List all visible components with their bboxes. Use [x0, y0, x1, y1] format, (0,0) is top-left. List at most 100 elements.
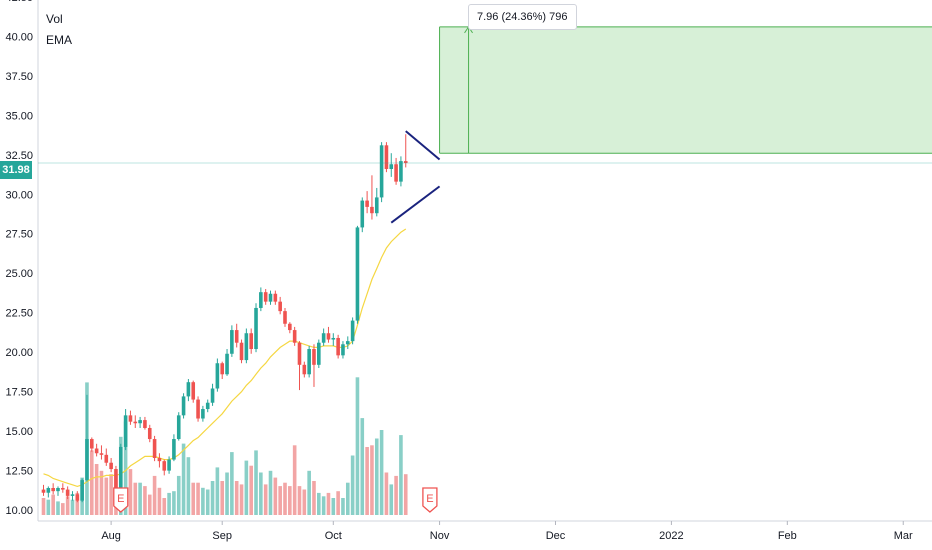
candle-body[interactable] [172, 439, 176, 460]
candle-body[interactable] [288, 323, 292, 331]
candle-body[interactable] [220, 363, 225, 375]
candle-body[interactable] [278, 301, 282, 312]
candle-body[interactable] [133, 421, 138, 424]
candle-body[interactable] [128, 415, 133, 422]
legend-ema[interactable]: EMA [46, 33, 73, 47]
candle-body[interactable] [317, 342, 321, 365]
candle-body[interactable] [331, 337, 336, 340]
candle-body[interactable] [70, 494, 75, 496]
candle-body[interactable] [336, 337, 340, 356]
volume-bar [355, 377, 360, 515]
earnings-marker[interactable] [113, 487, 129, 513]
candle-body[interactable] [254, 307, 258, 350]
candle-body[interactable] [61, 487, 65, 490]
legend-vol[interactable]: Vol [46, 12, 63, 26]
candle-body[interactable] [80, 480, 84, 501]
candle-body[interactable] [345, 341, 350, 345]
candle-body[interactable] [355, 227, 360, 321]
candle-body[interactable] [384, 145, 389, 169]
candle-body[interactable] [51, 487, 55, 492]
volume-bars [41, 377, 408, 515]
candle-body[interactable] [341, 344, 345, 356]
candle-body[interactable] [99, 453, 104, 455]
candle-body[interactable] [389, 164, 394, 169]
candle-body[interactable] [167, 459, 171, 471]
candle-body[interactable] [94, 448, 99, 454]
candles[interactable] [41, 134, 408, 503]
candle-body[interactable] [263, 292, 268, 302]
candle-body[interactable] [360, 200, 365, 228]
candle-body[interactable] [147, 427, 152, 440]
candle-body[interactable] [312, 349, 316, 365]
candle-body[interactable] [374, 197, 379, 214]
volume-bar [128, 469, 133, 515]
volume-bar [341, 498, 345, 515]
x-tick-label: Feb [778, 530, 797, 542]
candle-body[interactable] [239, 342, 244, 361]
candle-body[interactable] [201, 409, 205, 419]
candle-body[interactable] [234, 330, 239, 343]
candle-body[interactable] [176, 415, 181, 440]
candle-body[interactable] [370, 206, 374, 214]
candle-body[interactable] [75, 494, 80, 501]
triangle-pattern[interactable] [390, 130, 441, 224]
candle-body[interactable] [326, 333, 331, 340]
price-target-range[interactable] [439, 25, 932, 154]
candle-body[interactable] [157, 457, 162, 462]
candle-body[interactable] [138, 420, 142, 424]
candle-body[interactable] [205, 402, 210, 410]
candle-body[interactable] [259, 292, 263, 308]
candle-body[interactable] [46, 487, 51, 493]
candle-body[interactable] [350, 320, 355, 342]
volume-bar [220, 481, 225, 515]
volume-bar [379, 430, 384, 515]
candle-body[interactable] [230, 330, 234, 354]
earnings-marker[interactable] [422, 487, 438, 513]
candle-body[interactable] [152, 439, 157, 458]
candle-body[interactable] [85, 439, 89, 481]
triangle-upper-line[interactable] [405, 130, 441, 161]
candle-body[interactable] [283, 311, 287, 324]
candle-body[interactable] [379, 145, 384, 198]
candle-body[interactable] [399, 161, 403, 182]
candle-body[interactable] [365, 200, 369, 207]
y-tick-label: 40.00 [5, 31, 33, 43]
candle-body[interactable] [181, 396, 186, 416]
volume-bar [41, 498, 46, 515]
candle-body[interactable] [162, 461, 167, 471]
candle-body[interactable] [56, 487, 60, 492]
candle-body[interactable] [210, 388, 215, 403]
triangle-lower-line[interactable] [390, 185, 441, 224]
candle-body[interactable] [41, 489, 46, 493]
candle-body[interactable] [249, 333, 253, 350]
candle-body[interactable] [109, 462, 113, 470]
candle-body[interactable] [191, 382, 196, 400]
candle-body[interactable] [123, 415, 128, 447]
candle-body[interactable] [104, 454, 109, 463]
candle-body[interactable] [297, 342, 302, 365]
candle-body[interactable] [215, 363, 220, 389]
candle-body[interactable] [65, 489, 70, 496]
candle-body[interactable] [273, 293, 278, 302]
candle-body[interactable] [143, 420, 147, 428]
candle-body[interactable] [244, 333, 249, 361]
candle-body[interactable] [307, 349, 311, 375]
candle-body[interactable] [302, 364, 307, 375]
candle-body[interactable] [114, 469, 118, 488]
target-zone[interactable] [439, 26, 932, 154]
volume-bar [143, 486, 147, 515]
candle-body[interactable] [403, 161, 408, 163]
candle-body[interactable] [394, 164, 398, 182]
candle-body[interactable] [196, 399, 200, 419]
candle-body[interactable] [321, 333, 326, 343]
candle-body[interactable] [292, 330, 297, 343]
volume-bar [259, 472, 263, 515]
volume-bar [152, 475, 157, 515]
candle-body[interactable] [186, 382, 191, 397]
candle-body[interactable] [90, 439, 94, 449]
candle-body[interactable] [268, 293, 273, 302]
candle-body[interactable] [118, 446, 123, 488]
candle-body[interactable] [225, 353, 229, 375]
